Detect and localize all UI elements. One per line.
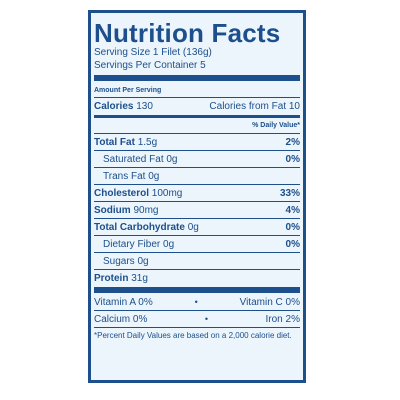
- nutrient-label: Trans Fat: [103, 170, 146, 182]
- bullet-icon: •: [204, 314, 209, 324]
- nutrient-label: Dietary Fiber: [103, 238, 161, 250]
- vitamins-row: Vitamin A 0% • Vitamin C 0%: [94, 294, 300, 311]
- minerals-row: Calcium 0% • Iron 2%: [94, 311, 300, 328]
- nutrient-dv: 33%: [279, 187, 300, 199]
- nutrient-label: Protein: [94, 273, 129, 284]
- bullet-icon: •: [194, 297, 198, 307]
- daily-value-header: % Daily Value*: [252, 122, 300, 129]
- nutrient-row-protein: Protein 31g: [94, 270, 300, 287]
- nutrient-amount: 0g: [148, 170, 160, 182]
- vitamin-right: Iron 2%: [265, 313, 300, 325]
- thin-divider: [94, 133, 300, 134]
- nutrient-row-sodium: Sodium 90mg 4%: [94, 202, 300, 219]
- calories-value: 130: [136, 101, 153, 112]
- nutrient-dv: 2%: [285, 136, 300, 148]
- medium-divider: [94, 115, 300, 118]
- nutrient-row-total-fat: Total Fat 1.5g 2%: [94, 134, 300, 151]
- nutrient-row-saturated-fat: Saturated Fat 0g 0%: [94, 151, 300, 168]
- nutrient-row-dietary-fiber: Dietary Fiber 0g 0%: [94, 236, 300, 253]
- nutrient-amount: 0g: [187, 221, 199, 233]
- nutrient-row-total-carbohydrate: Total Carbohydrate 0g 0%: [94, 219, 300, 236]
- nutrient-row-cholesterol: Cholesterol 100mg 33%: [94, 185, 300, 202]
- amount-per-serving-label: Amount Per Serving: [94, 86, 162, 94]
- nutrient-label: Cholesterol: [94, 187, 150, 199]
- daily-value-header-row: % Daily Value*: [94, 118, 300, 133]
- nutrient-amount: 90mg: [133, 204, 159, 216]
- calories-row: Calories 130 Calories from Fat 10: [94, 98, 300, 115]
- footnote: *Percent Daily Values are based on a 2,0…: [94, 331, 292, 340]
- nutrient-label: Sugars: [103, 255, 135, 267]
- nutrient-dv: 0%: [285, 238, 300, 250]
- vitamin-left: Vitamin A 0%: [94, 296, 153, 308]
- nutrition-facts-panel: Nutrition Facts Serving Size 1 Filet (13…: [88, 10, 306, 383]
- nutrient-amount: 31g: [131, 273, 148, 284]
- nutrient-dv: 4%: [285, 204, 300, 216]
- nutrient-label: Sodium: [94, 204, 131, 216]
- amount-per-serving-row: Amount Per Serving: [94, 83, 300, 98]
- nutrient-amount: 0g: [137, 255, 149, 267]
- calories-from-fat-value: 10: [288, 101, 300, 112]
- nutrient-amount: 0g: [163, 238, 175, 250]
- nutrient-dv: 0%: [285, 221, 300, 233]
- nutrient-label: Total Carbohydrate: [94, 221, 185, 233]
- panel-title: Nutrition Facts: [94, 18, 281, 48]
- nutrient-amount: 1.5g: [137, 136, 158, 148]
- nutrient-row-trans-fat: Trans Fat 0g: [94, 168, 300, 185]
- serving-size: Serving Size 1 Filet (136g): [94, 47, 212, 58]
- nutrient-dv: 0%: [285, 153, 300, 165]
- nutrient-label: Total Fat: [94, 136, 135, 148]
- nutrient-row-sugars: Sugars 0g: [94, 253, 300, 270]
- nutrient-amount: 100mg: [151, 187, 183, 199]
- calories-from-fat-label: Calories from Fat: [209, 101, 287, 112]
- calories-label: Calories: [94, 101, 134, 112]
- thick-divider-bottom: [94, 287, 300, 293]
- servings-per-container: Servings Per Container 5: [94, 60, 206, 71]
- nutrient-amount: 0g: [166, 153, 178, 165]
- vitamin-left: Calcium 0%: [94, 313, 148, 325]
- vitamin-right: Vitamin C 0%: [239, 296, 300, 308]
- thick-divider: [94, 75, 300, 81]
- nutrient-label: Saturated Fat: [103, 153, 164, 165]
